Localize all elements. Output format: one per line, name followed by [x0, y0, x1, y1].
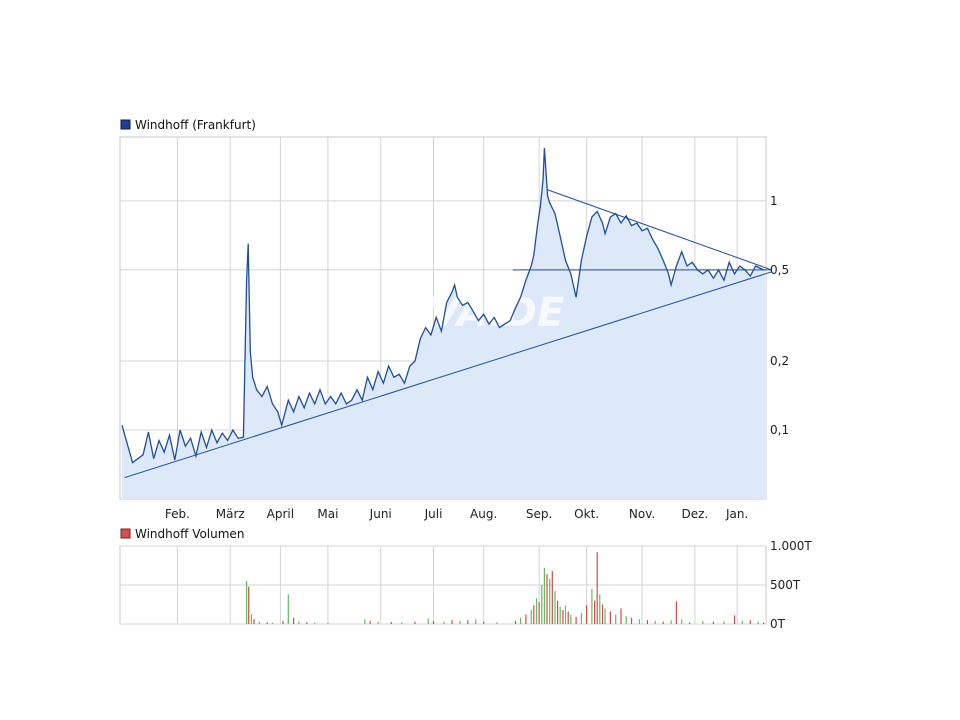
price-x-tick-label: Sep. — [526, 507, 552, 521]
price-x-tick-label: Juli — [424, 507, 443, 521]
watermark: ARIVA.DE — [349, 290, 564, 336]
price-x-tick-label: Nov. — [629, 507, 655, 521]
volume-legend-marker — [120, 528, 131, 539]
volume-gridlines — [120, 545, 766, 625]
price-x-tick-label: März — [216, 507, 245, 521]
price-line — [121, 148, 764, 464]
price-x-tick-label: Aug. — [470, 507, 497, 521]
volume-bars — [246, 552, 765, 624]
volume-y-tick-label: 500T — [770, 578, 801, 592]
price-legend-marker — [120, 119, 131, 130]
trendline — [546, 189, 772, 271]
price-x-tick-label: Jan. — [725, 507, 748, 521]
volume-y-axis: 0T 500T 1.000T — [770, 539, 812, 631]
volume-y-tick-label: 1.000T — [770, 539, 812, 553]
volume-legend: Windhoff Volumen — [120, 527, 244, 541]
volume-legend-text: Windhoff Volumen — [135, 527, 244, 541]
price-y-tick-label: 1 — [770, 194, 778, 208]
price-y-tick-label: 0,5 — [770, 263, 789, 277]
price-x-tick-label: Okt. — [574, 507, 599, 521]
price-y-tick-label: 0,1 — [770, 423, 789, 437]
price-x-tick-label: Juni — [369, 507, 392, 521]
price-x-axis: Feb. März April Mai Juni Juli Aug. Sep. Okt. Nov.… — [165, 507, 748, 521]
price-x-tick-label: Dez. — [682, 507, 709, 521]
price-x-tick-label: Mai — [317, 507, 338, 521]
trendline — [124, 271, 772, 479]
price-y-tick-label: 0,2 — [770, 354, 789, 368]
volume-y-tick-label: 0T — [770, 617, 786, 631]
trendlines — [124, 189, 772, 479]
price-y-axis: 0,1 0,2 0,5 1 — [770, 194, 789, 437]
price-legend-text: Windhoff (Frankfurt) — [135, 118, 256, 132]
price-x-tick-label: April — [267, 507, 294, 521]
price-legend: Windhoff (Frankfurt) — [120, 118, 256, 132]
price-x-tick-label: Feb. — [165, 507, 190, 521]
